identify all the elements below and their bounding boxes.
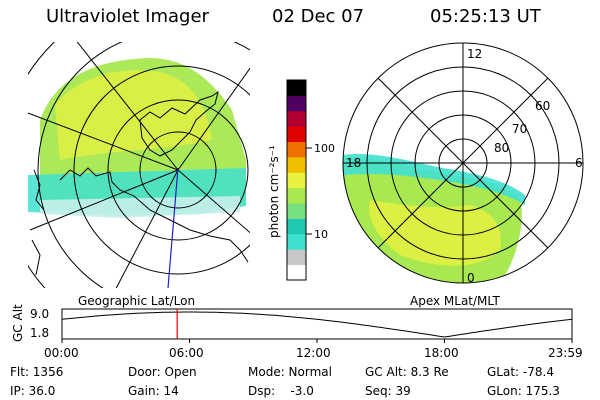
door-value: Door: Open bbox=[128, 365, 197, 379]
glon-value: GLon: 175.3 bbox=[487, 384, 560, 398]
colorbar-swatch bbox=[287, 156, 306, 173]
colorbar: 100 10 photon cm⁻²s⁻¹ bbox=[267, 79, 335, 281]
x-tick-1200: 12:00 bbox=[296, 346, 331, 360]
colorbar-swatch bbox=[287, 110, 306, 127]
time-label: 05:25:13 UT bbox=[430, 6, 541, 27]
apex-mlt-6: 6 bbox=[575, 156, 583, 170]
x-ticks bbox=[61, 339, 573, 343]
colorbar-tick-100: 100 bbox=[314, 142, 335, 155]
colorbar-swatch bbox=[287, 264, 306, 281]
altitude-ylabel: GC Alt bbox=[11, 304, 25, 342]
apex-aurora-edge bbox=[343, 153, 525, 205]
instrument-title: Ultraviolet Imager bbox=[46, 6, 209, 27]
flt-value: Flt: 1356 bbox=[10, 365, 64, 379]
geo-map-caption: Geographic Lat/Lon bbox=[78, 294, 195, 308]
y-tick-1.8: 1.8 bbox=[30, 326, 49, 340]
colorbar-swatch bbox=[287, 218, 306, 235]
seq-value: Seq: 39 bbox=[365, 384, 411, 398]
apex-mlat-80: 80 bbox=[494, 141, 509, 155]
date-label: 02 Dec 07 bbox=[272, 6, 365, 27]
x-tick-0600: 06:00 bbox=[169, 346, 204, 360]
altitude-curve bbox=[61, 311, 573, 338]
gc-alt-value: GC Alt: 8.3 Re bbox=[365, 365, 449, 379]
x-tick-0000: 00:00 bbox=[44, 346, 79, 360]
altitude-plot: 9.0 1.8 GC Alt bbox=[11, 304, 573, 343]
colorbar-swatch bbox=[287, 249, 306, 266]
x-tick-1800: 18:00 bbox=[424, 346, 459, 360]
colorbar-swatch bbox=[287, 141, 306, 158]
glat-value: GLat: -78.4 bbox=[487, 365, 554, 379]
colorbar-swatch bbox=[287, 172, 306, 189]
gain-value: Gain: 14 bbox=[128, 384, 179, 398]
colorbar-swatch bbox=[287, 80, 306, 96]
colorbar-tick-10: 10 bbox=[314, 228, 328, 241]
y-tick-9: 9.0 bbox=[30, 307, 49, 321]
apex-mlt-0: 0 bbox=[467, 271, 475, 285]
apex-mlat-60: 60 bbox=[535, 99, 550, 113]
apex-aurora-bright bbox=[369, 200, 501, 266]
x-tick-2359: 23:59 bbox=[548, 346, 583, 360]
mode-value: Mode: Normal bbox=[248, 365, 332, 379]
colorbar-swatch bbox=[287, 233, 306, 250]
apex-map: 12 18 6 0 60 70 80 bbox=[342, 42, 584, 285]
geo-lon-lines bbox=[28, 42, 250, 288]
colorbar-swatch bbox=[287, 95, 306, 112]
geo-sat-track bbox=[167, 167, 179, 288]
apex-mlt-12: 12 bbox=[467, 47, 482, 61]
colorbar-swatch bbox=[287, 126, 306, 143]
geo-lat-circles bbox=[28, 42, 250, 288]
colorbar-swatch bbox=[287, 203, 306, 219]
geo-aurora-bright bbox=[55, 70, 212, 160]
geo-coastline bbox=[31, 90, 249, 276]
dsp-value: Dsp: -3.0 bbox=[248, 384, 314, 398]
apex-mlt-lines bbox=[343, 43, 583, 283]
colorbar-unit-label: photon cm⁻²s⁻¹ bbox=[267, 145, 281, 238]
ip-value: IP: 36.0 bbox=[10, 384, 56, 398]
apex-map-caption: Apex MLat/MLT bbox=[410, 294, 500, 308]
geo-aurora-low bbox=[40, 196, 240, 218]
apex-mlat-70: 70 bbox=[512, 122, 527, 136]
colorbar-swatch bbox=[287, 187, 306, 204]
geographic-map bbox=[28, 42, 250, 288]
apex-mlt-18: 18 bbox=[346, 156, 361, 170]
